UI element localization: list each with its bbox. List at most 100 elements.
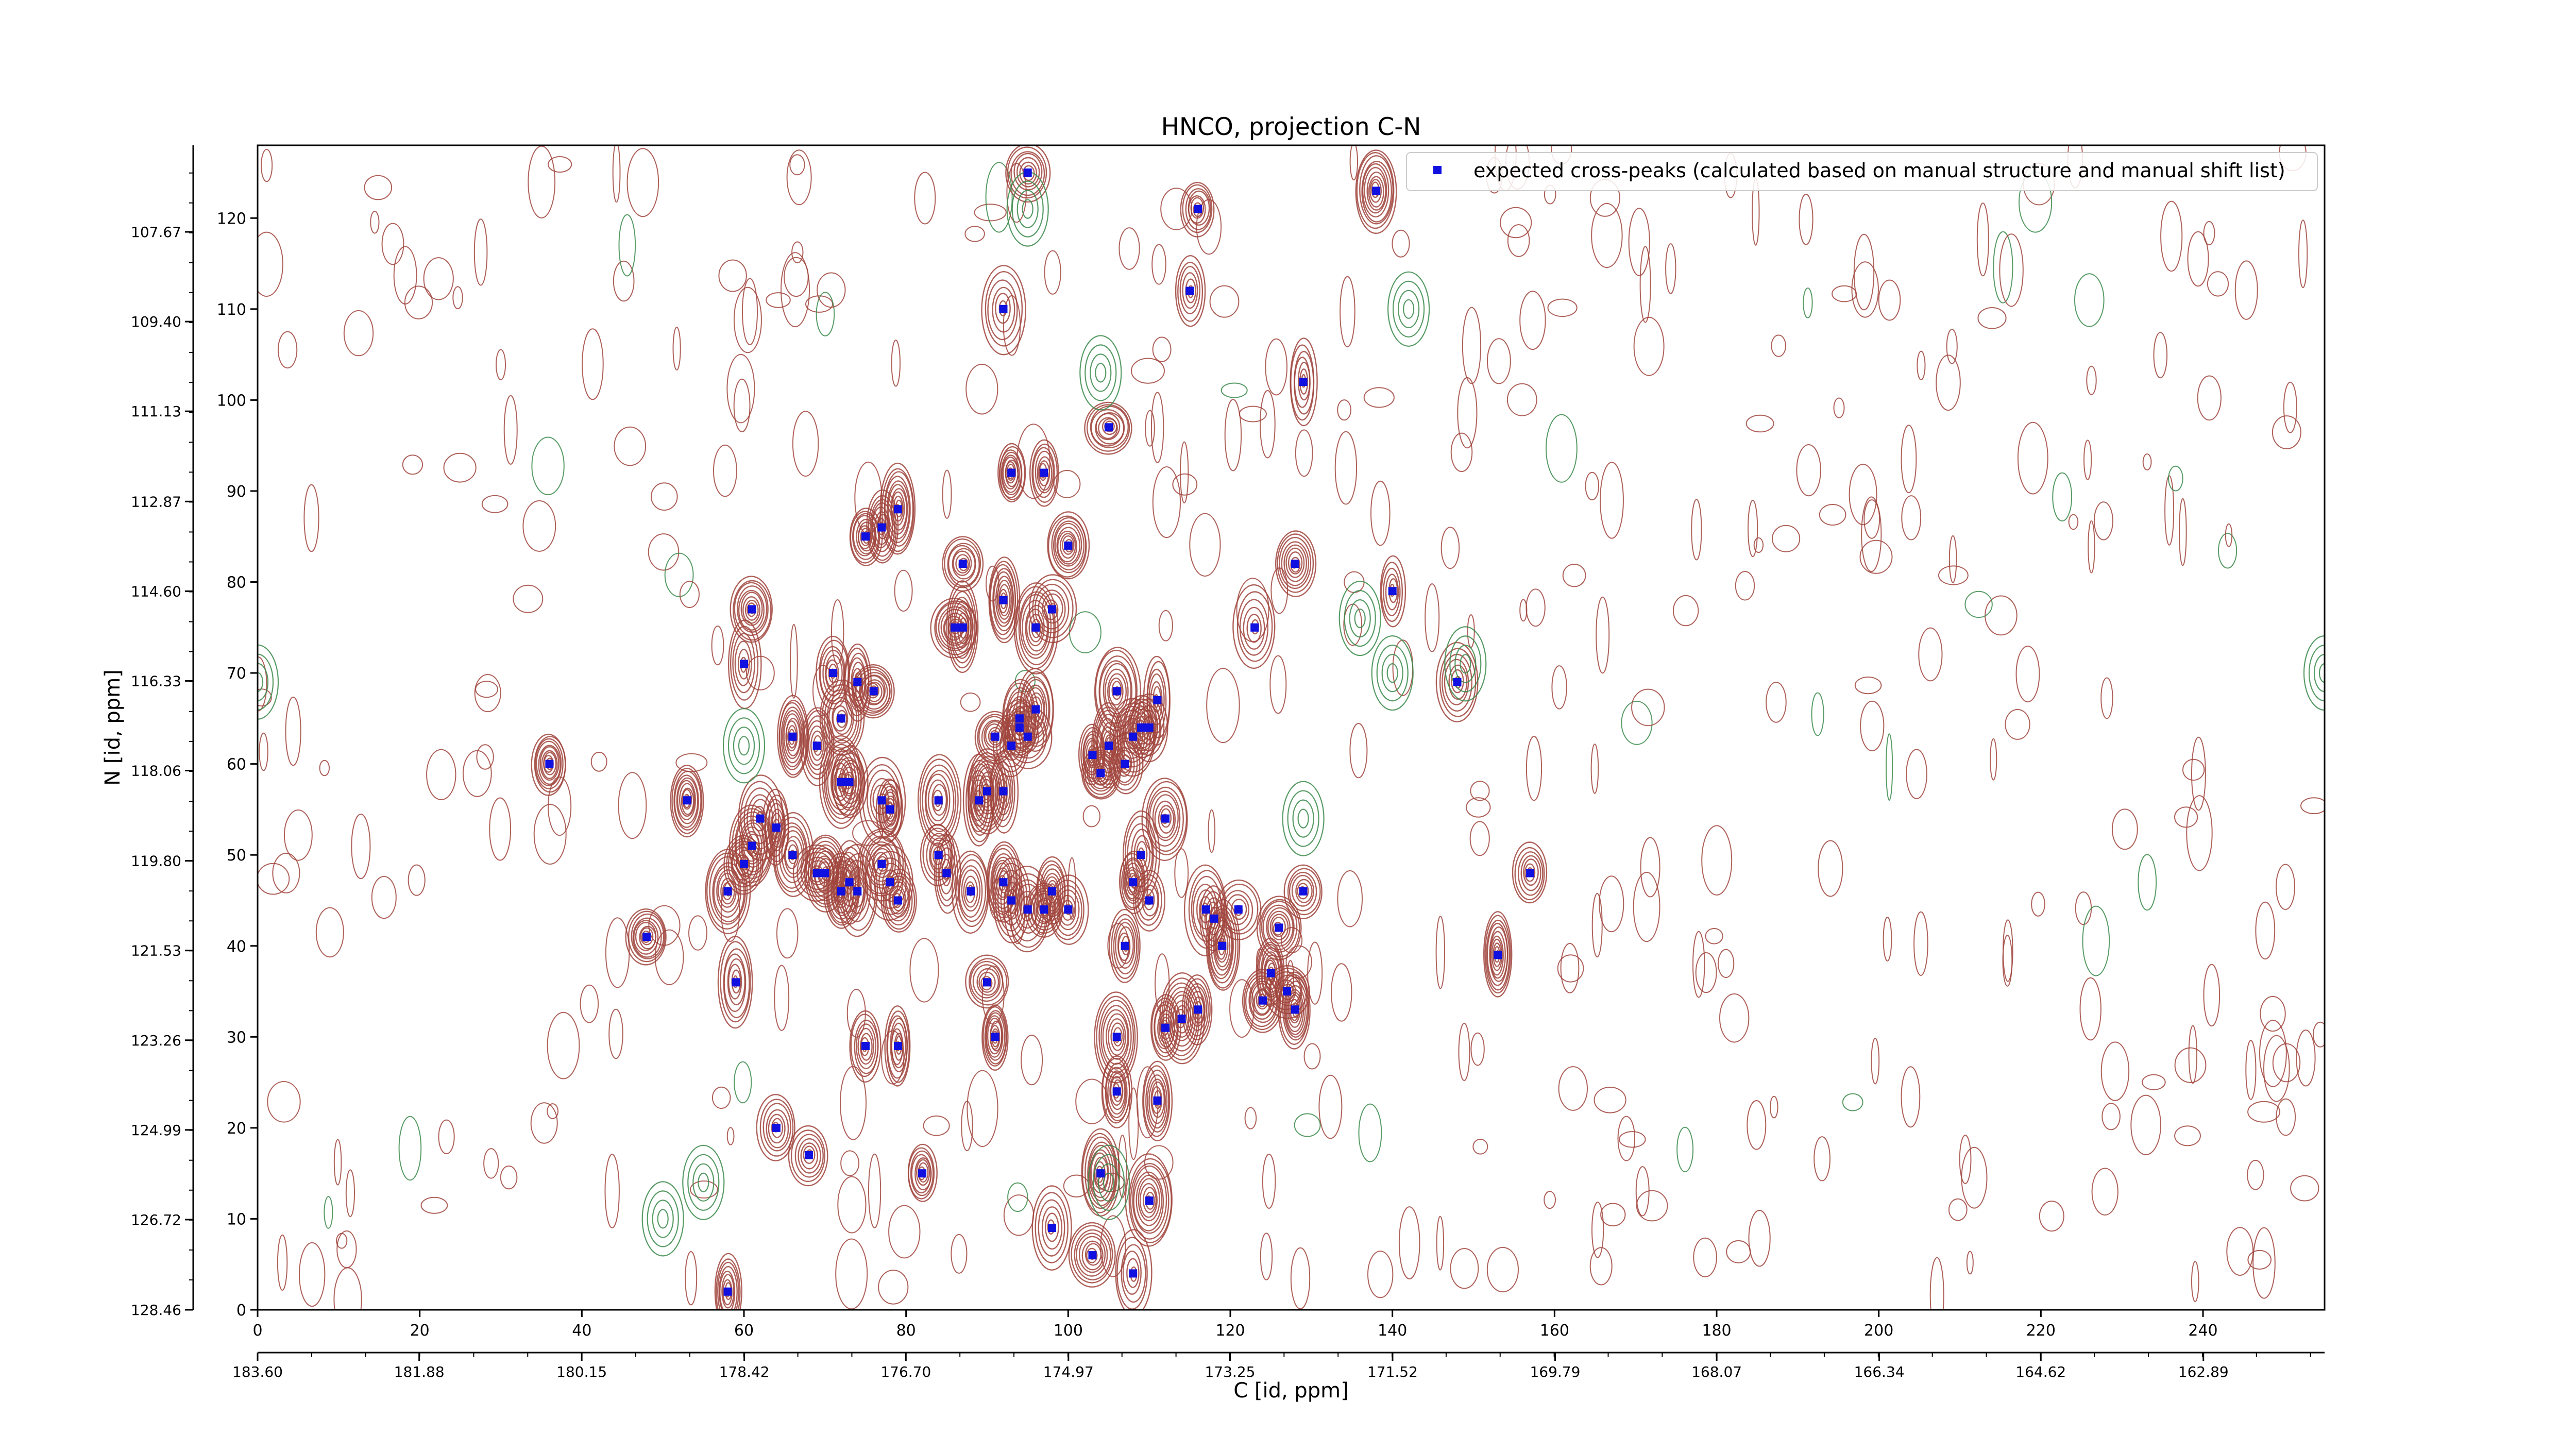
cross-peak-point [934, 851, 943, 859]
noise-contour [393, 246, 417, 305]
peak-contour [788, 1125, 828, 1187]
negative-contour [1344, 589, 1376, 647]
cross-peak-point [1137, 851, 1145, 859]
peak-contour [826, 692, 857, 744]
y-ppm-tick-label: 123.26 [131, 1032, 181, 1049]
peak-contour [1109, 1073, 1126, 1110]
peak-contour [706, 852, 748, 930]
peak-contour [992, 286, 1015, 333]
peak-contour [750, 799, 771, 837]
peak-contour [867, 683, 879, 699]
peak-contour [880, 868, 917, 933]
noise-contour [2245, 1040, 2257, 1100]
peak-contour [1110, 1022, 1125, 1051]
negative-contour [738, 736, 750, 756]
peak-contour [720, 941, 751, 1023]
peak-contour [1383, 567, 1401, 616]
noise-contour [1753, 537, 1764, 553]
peak-contour [1380, 555, 1406, 628]
peak-contour [1269, 914, 1289, 940]
cross-peak-point [1023, 168, 1032, 177]
peak-contour [1295, 879, 1313, 903]
x-index-tick-label: 20 [410, 1322, 430, 1340]
noise-contour [528, 145, 556, 218]
cross-peak-point [999, 878, 1008, 887]
noise-contour [1717, 949, 1735, 978]
noise-contour [1811, 692, 1824, 736]
noise-contour [267, 1081, 301, 1123]
noise-contour [452, 286, 463, 310]
noise-contour [894, 569, 913, 612]
noise-contour [1701, 825, 1733, 896]
noise-contour [531, 436, 565, 496]
negative-contour [2313, 654, 2325, 693]
peak-contour [980, 976, 993, 991]
peak-contour [955, 554, 970, 573]
peak-contour [917, 754, 962, 847]
peak-contour [1126, 1258, 1140, 1288]
plot-frame [257, 144, 2326, 1311]
peak-contour [1081, 1133, 1118, 1213]
peak-contour [772, 812, 814, 897]
peak-contour [1152, 794, 1179, 841]
noise-contour [530, 1102, 558, 1144]
peak-contour [1520, 855, 1541, 891]
noise-contour [805, 295, 833, 313]
cross-peak-point [1047, 605, 1056, 614]
peak-contour [864, 679, 885, 705]
noise-contour [2130, 1094, 2161, 1156]
cross-peak-point [877, 523, 886, 532]
peak-contour [1047, 511, 1090, 580]
contour-layer [258, 145, 2325, 1310]
noise-contour [1044, 250, 1061, 295]
y-index-tick-label: 80 [227, 574, 246, 592]
noise-contour [891, 340, 901, 387]
cross-peak-point [772, 823, 781, 832]
cross-peak-point [861, 1042, 870, 1050]
cross-peak-point [642, 933, 651, 941]
peak-contour [723, 948, 750, 1019]
negative-contour [647, 1190, 679, 1247]
noise-contour [2225, 523, 2233, 547]
peak-contour [788, 844, 798, 865]
peak-contour [798, 1138, 821, 1174]
x-ppm-tick-label: 164.62 [2015, 1363, 2066, 1380]
negative-contour [1287, 790, 1319, 847]
noise-contour [1628, 208, 1650, 277]
peak-contour [1256, 989, 1269, 1010]
peak-contour [1220, 883, 1259, 935]
peak-contour [978, 972, 996, 993]
cross-peak-point [1161, 814, 1170, 823]
noise-contour [258, 688, 272, 707]
cross-peak-point [967, 887, 975, 896]
noise-contour [343, 310, 374, 357]
cross-peak-point [1250, 623, 1259, 632]
noise-contour [1705, 928, 1723, 944]
x-index-tick-label: 60 [734, 1322, 754, 1340]
cross-peak-point [886, 878, 894, 887]
peak-contour [823, 744, 859, 819]
peak-contour [716, 869, 740, 913]
cross-peak-point [1177, 1015, 1186, 1023]
peak-contour [539, 746, 560, 781]
noise-contour [1878, 279, 1901, 321]
noise-contour [774, 965, 790, 1031]
peak-contour [981, 1004, 1009, 1071]
noise-contour [1591, 203, 1623, 268]
noise-contour [1363, 387, 1395, 408]
noise-contour [1425, 583, 1440, 652]
noise-contour [1799, 194, 1814, 245]
noise-contour [2191, 736, 2206, 811]
noise-contour [1208, 809, 1216, 853]
peak-contour [1028, 574, 1077, 644]
noise-contour [2182, 758, 2205, 781]
peak-contour [860, 674, 888, 710]
cross-peak-point [812, 869, 821, 878]
peak-contour [944, 538, 981, 588]
cross-peak-point [1201, 905, 1210, 914]
peak-contour [727, 964, 742, 1000]
noise-contour [1500, 207, 1532, 239]
y-index-tick-label: 20 [227, 1120, 246, 1138]
noise-contour [2093, 501, 2113, 541]
noise-contour [1948, 1198, 1968, 1221]
